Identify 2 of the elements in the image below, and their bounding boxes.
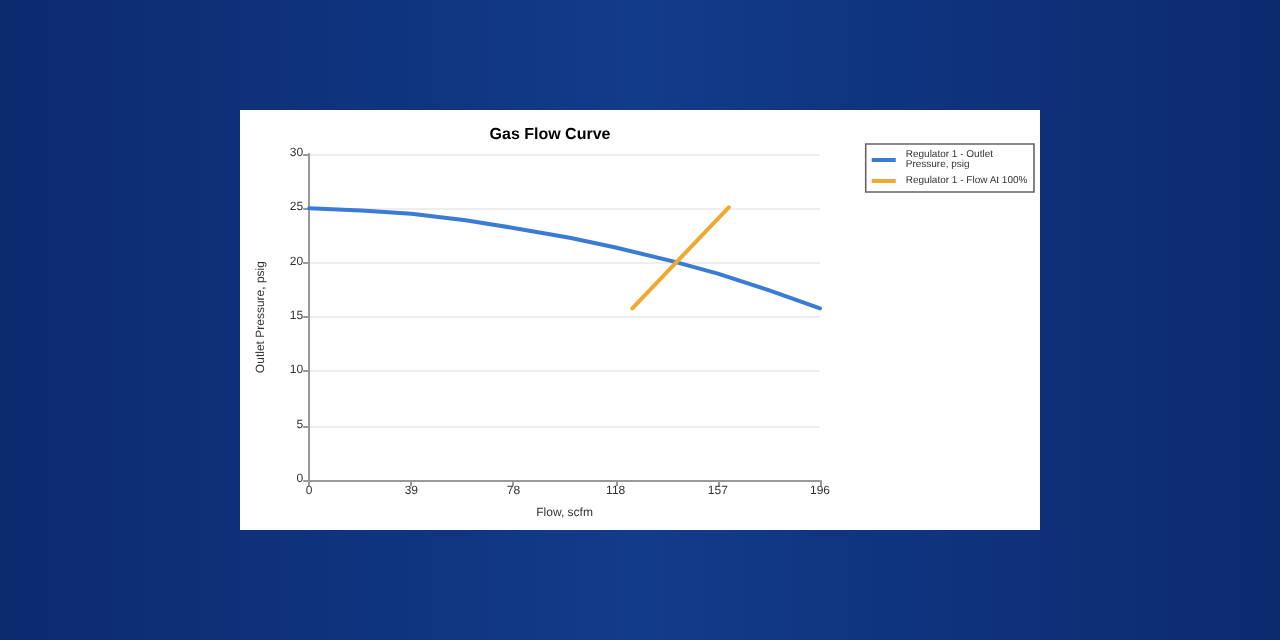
line-series [307,206,822,311]
chart-title: Gas Flow Curve [489,125,612,143]
